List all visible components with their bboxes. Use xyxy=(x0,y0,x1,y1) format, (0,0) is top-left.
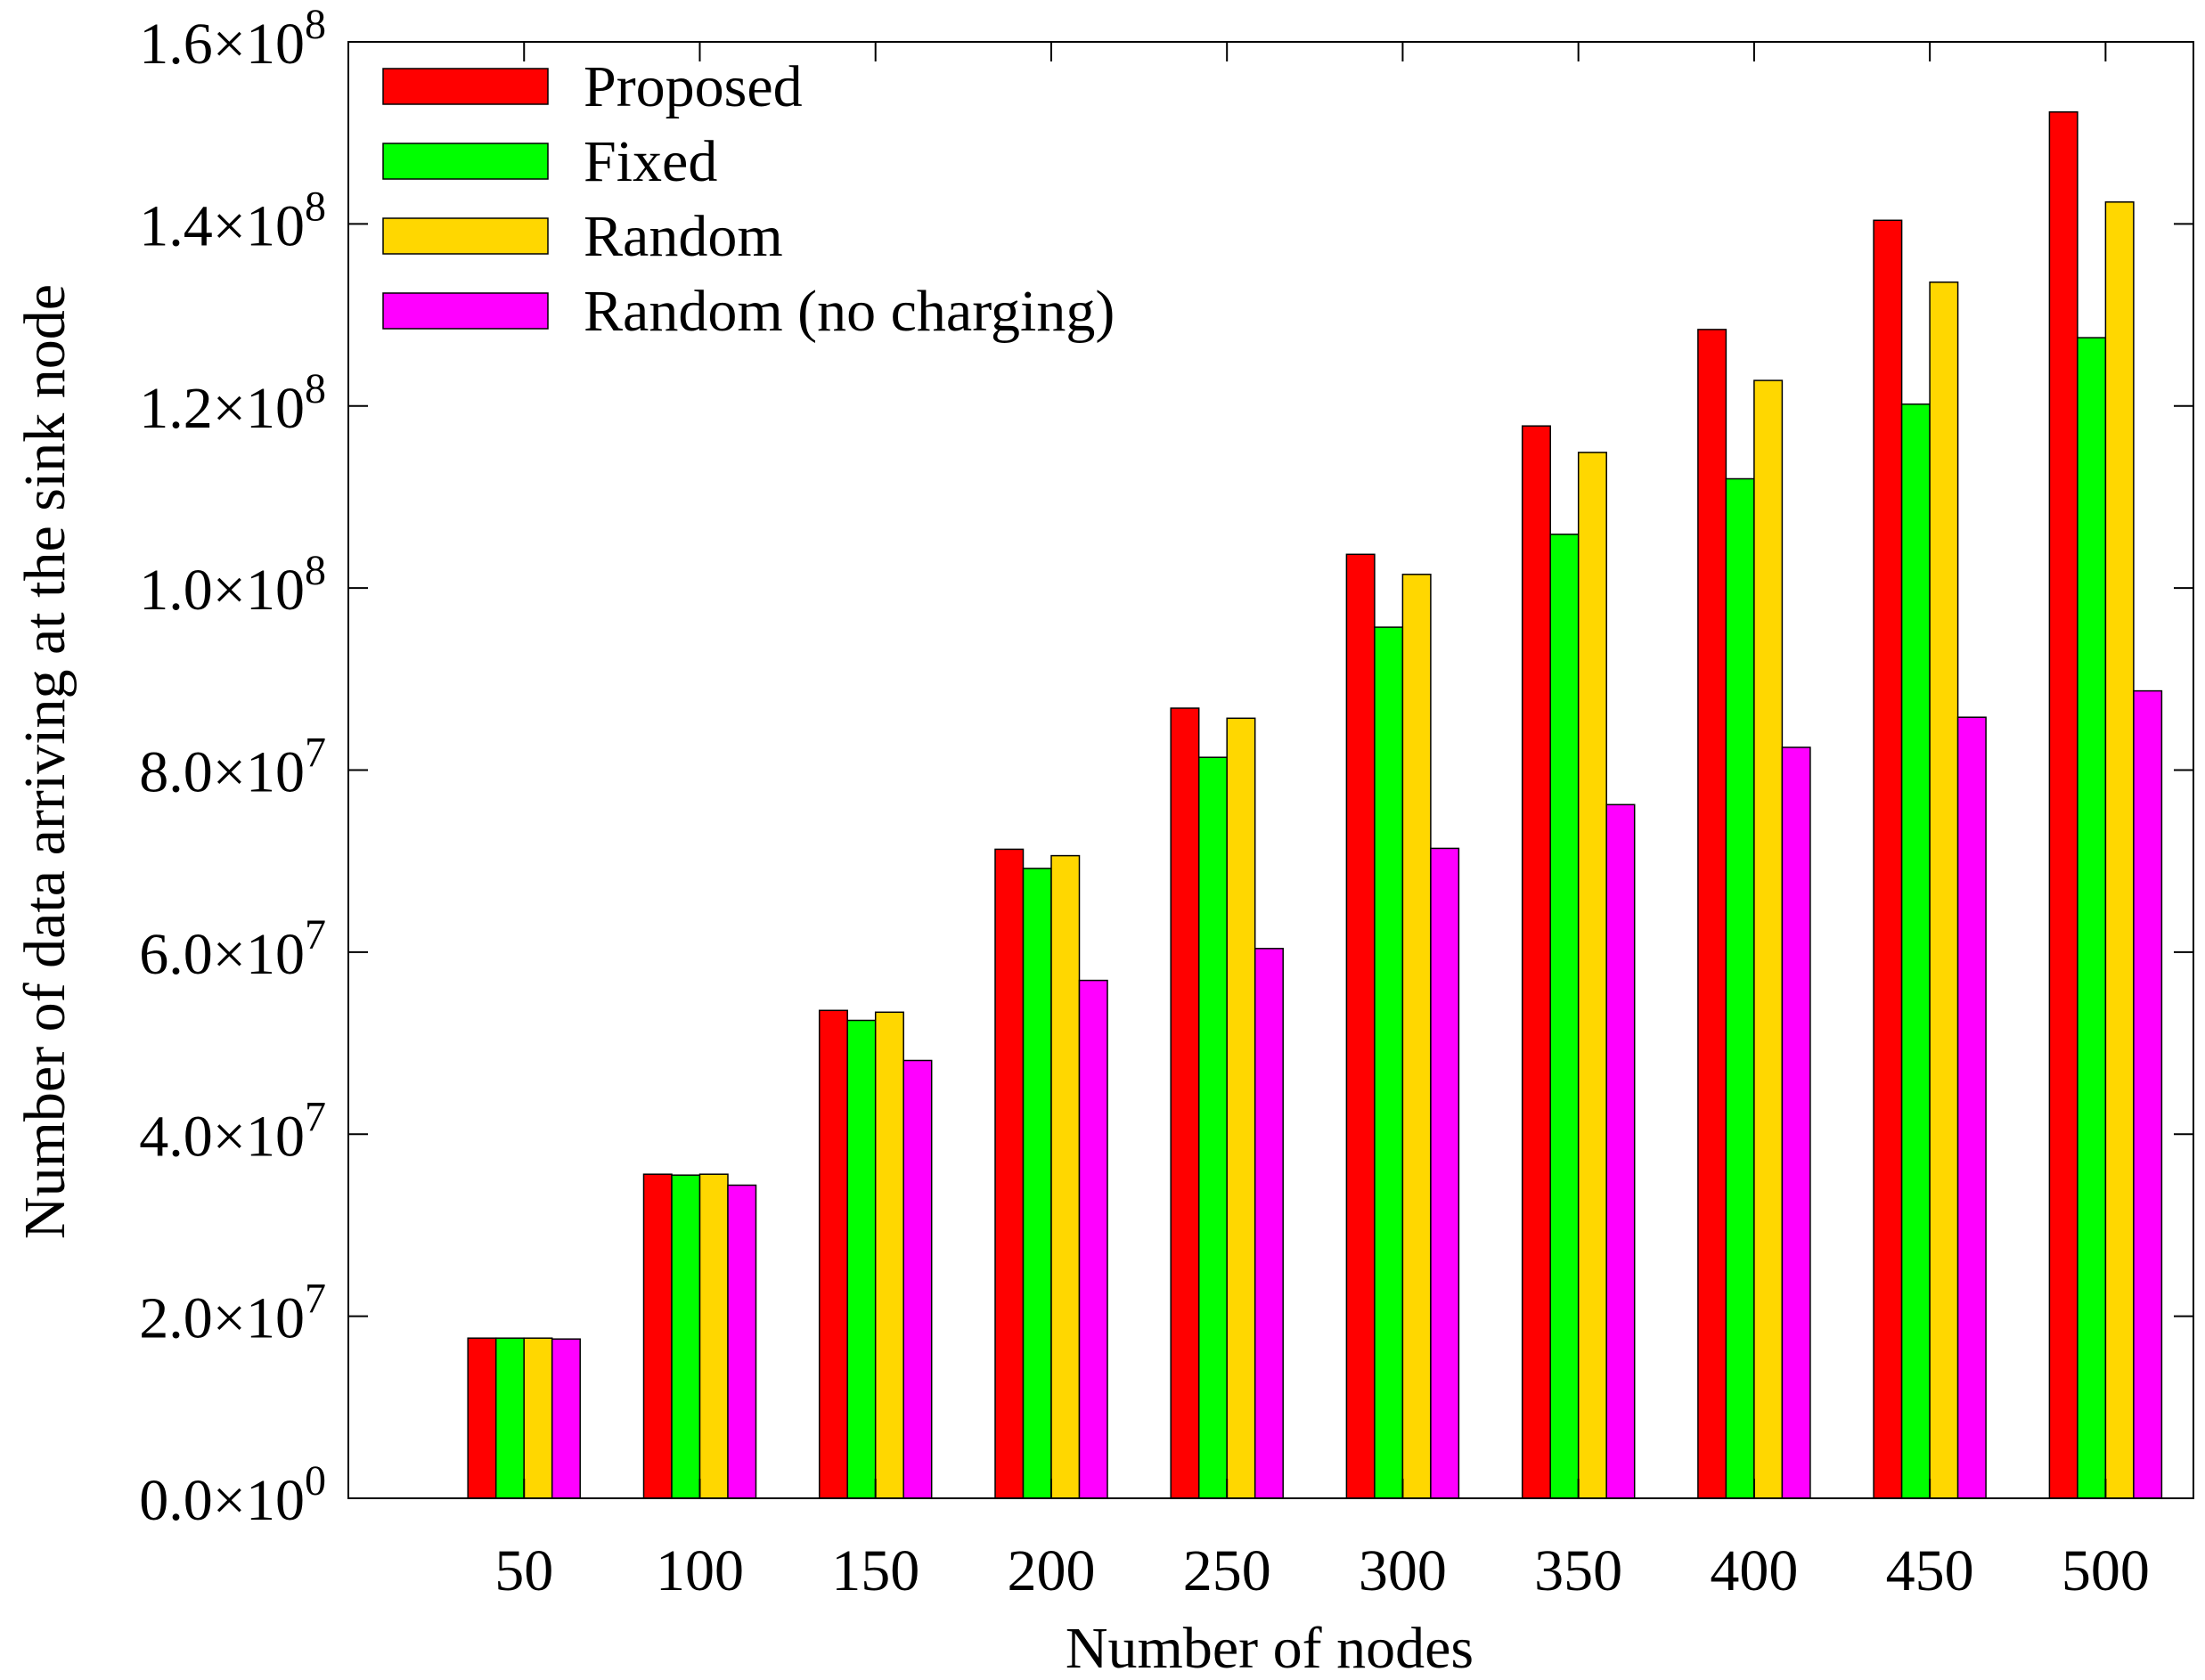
x-tick-label-50: 50 xyxy=(494,1538,553,1603)
bar-fixed-300 xyxy=(1374,626,1404,1499)
y-tick-label-1: 2.0×107 xyxy=(139,1276,326,1351)
y-tick-label-4: 8.0×107 xyxy=(139,730,326,805)
bar-fixed-500 xyxy=(2077,337,2107,1499)
y-tick-label-2: 4.0×107 xyxy=(139,1093,326,1169)
legend-swatch-random-no-charging xyxy=(382,292,549,330)
y-tick-label-7: 1.4×108 xyxy=(139,183,326,258)
x-tick-label-500: 500 xyxy=(2062,1538,2150,1603)
bar-random-no-charging-300 xyxy=(1430,847,1460,1499)
bar-random-no-charging-250 xyxy=(1254,948,1284,1499)
x-tick-label-150: 150 xyxy=(831,1538,919,1603)
legend-label-proposed: Proposed xyxy=(584,54,803,119)
legend-label-random-no-charging: Random (no charging) xyxy=(584,279,1115,344)
bars-layer xyxy=(467,110,2163,1499)
x-tick-label-250: 250 xyxy=(1183,1538,1271,1603)
y-tick-label-0: 0.0×100 xyxy=(139,1457,326,1533)
bar-proposed-300 xyxy=(1345,553,1376,1499)
axes-layer: 0.0×100 2.0×107 4.0×107 6.0×107 8.0×107 1.0×1… xyxy=(139,1,2194,1603)
bar-proposed-150 xyxy=(818,1009,848,1499)
bar-proposed-100 xyxy=(642,1173,673,1499)
bar-random-450 xyxy=(1929,281,1959,1499)
bar-fixed-100 xyxy=(671,1174,701,1499)
legend: Proposed Fixed Random Random (no charging) xyxy=(382,54,1115,344)
x-tick-label-400: 400 xyxy=(1710,1538,1798,1603)
bar-proposed-400 xyxy=(1697,329,1727,1499)
bar-fixed-400 xyxy=(1725,477,1755,1499)
x-tick-label-200: 200 xyxy=(1007,1538,1095,1603)
y-tick-label-3: 6.0×107 xyxy=(139,911,326,987)
legend-label-fixed: Fixed xyxy=(584,129,717,194)
bar-proposed-500 xyxy=(2048,110,2078,1499)
y-axis-title: Number of data arriving at the sink node xyxy=(12,284,78,1239)
bar-random-no-charging-500 xyxy=(2133,689,2163,1499)
bar-proposed-250 xyxy=(1170,707,1200,1499)
bar-random-200 xyxy=(1050,854,1081,1499)
bar-fixed-350 xyxy=(1549,534,1580,1499)
x-tick-label-450: 450 xyxy=(1886,1538,1974,1603)
legend-swatch-random xyxy=(382,217,549,255)
x-axis-title: Number of nodes xyxy=(1066,1616,1474,1680)
bar-random-no-charging-400 xyxy=(1781,746,1811,1499)
x-tick-label-300: 300 xyxy=(1359,1538,1447,1603)
legend-swatch-proposed xyxy=(382,68,549,105)
x-tick-label-100: 100 xyxy=(656,1538,744,1603)
bar-random-no-charging-200 xyxy=(1078,979,1108,1499)
bar-proposed-50 xyxy=(467,1337,497,1499)
bar-random-300 xyxy=(1401,574,1432,1499)
y-tick-label-8: 1.6×108 xyxy=(139,1,326,77)
bar-random-no-charging-100 xyxy=(727,1184,757,1499)
bar-random-500 xyxy=(2104,201,2135,1499)
legend-label-random: Random xyxy=(584,204,783,269)
bar-random-no-charging-50 xyxy=(551,1338,581,1499)
bar-random-100 xyxy=(698,1173,729,1499)
x-tick-label-350: 350 xyxy=(1534,1538,1622,1603)
bar-random-400 xyxy=(1753,379,1784,1499)
bar-random-no-charging-350 xyxy=(1605,803,1636,1499)
bar-fixed-450 xyxy=(1900,403,1931,1499)
bar-proposed-450 xyxy=(1873,219,1903,1499)
bar-random-50 xyxy=(523,1337,553,1499)
bar-fixed-250 xyxy=(1197,756,1228,1499)
bar-random-150 xyxy=(874,1011,904,1499)
y-tick-label-5: 1.0×108 xyxy=(139,547,326,623)
legend-swatch-fixed xyxy=(382,143,549,180)
bar-random-250 xyxy=(1226,717,1256,1499)
bar-fixed-150 xyxy=(846,1019,877,1499)
y-tick-label-6: 1.2×108 xyxy=(139,365,326,441)
bar-random-350 xyxy=(1577,452,1607,1499)
bar-proposed-200 xyxy=(994,848,1025,1499)
bar-fixed-200 xyxy=(1022,868,1052,1499)
bar-proposed-350 xyxy=(1521,425,1551,1499)
bar-fixed-50 xyxy=(494,1337,525,1499)
bar-random-no-charging-150 xyxy=(902,1059,933,1499)
bar-random-no-charging-450 xyxy=(1956,716,1987,1499)
